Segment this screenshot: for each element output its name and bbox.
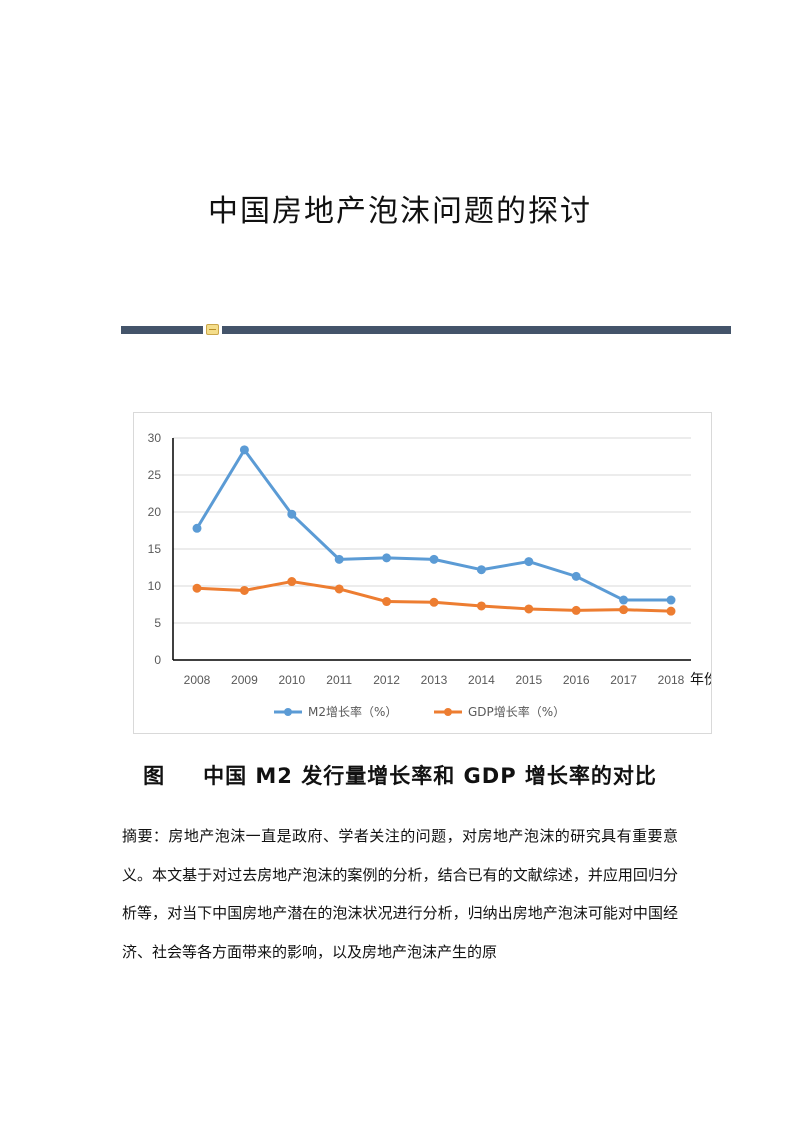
- figure-label: 图: [143, 764, 166, 788]
- series-line-m2: [195, 448, 671, 602]
- abstract: 摘要：房地产泡沫一直是政府、学者关注的问题，对房地产泡沫的研究具有重要意义。本文…: [122, 817, 678, 971]
- x-tick-label: 2012: [373, 673, 400, 687]
- x-tick-label: 2013: [421, 673, 448, 687]
- line-chart: 0 5 10 15 20 25 30 2008 2009 2010 2011 2012 2013 2014…: [148, 431, 711, 719]
- data-point-gdp: [571, 605, 581, 615]
- figure-caption: 图 中国 M2 发行量增长率和 GDP 增长率的对比: [0, 760, 800, 790]
- data-point-m2: [334, 554, 344, 564]
- data-point-gdp: [619, 605, 629, 615]
- x-tick-label: 2015: [515, 673, 542, 687]
- data-point-m2: [666, 595, 676, 605]
- data-point-m2: [571, 571, 581, 581]
- data-point-gdp: [382, 597, 392, 607]
- legend-marker: [444, 708, 452, 716]
- y-tick-label: 30: [148, 431, 162, 445]
- legend-marker: [284, 708, 292, 716]
- data-point-gdp: [192, 583, 202, 593]
- x-tick-label: 2018: [658, 673, 685, 687]
- x-tick-label: 2009: [231, 673, 258, 687]
- divider-emblem-icon: [206, 324, 219, 335]
- document-title: 中国房地产泡沫问题的探讨: [208, 194, 592, 229]
- y-tick-label: 25: [148, 468, 162, 482]
- divider-bar-left: [121, 326, 203, 334]
- y-tick-label: 0: [154, 653, 161, 667]
- title-divider: [121, 324, 731, 335]
- data-point-m2: [524, 557, 534, 567]
- y-tick-label: 10: [148, 579, 162, 593]
- data-point-m2: [192, 523, 202, 533]
- data-point-gdp: [524, 604, 534, 614]
- figure-caption-text: 中国 M2 发行量增长率和 GDP 增长率的对比: [203, 764, 657, 788]
- x-axis-suffix: 年份: [690, 672, 711, 688]
- legend-label: M2增长率（%）: [308, 704, 397, 719]
- chart-container: 0 5 10 15 20 25 30 2008 2009 2010 2011 2012 2013 2014…: [133, 412, 712, 734]
- data-point-gdp: [287, 577, 297, 587]
- data-point-gdp: [239, 585, 249, 595]
- data-point-gdp: [476, 601, 486, 611]
- legend-label: GDP增长率（%）: [468, 704, 565, 719]
- x-tick-label: 2014: [468, 673, 495, 687]
- data-point-m2: [287, 509, 297, 519]
- data-point-m2: [382, 553, 392, 563]
- data-point-gdp: [429, 597, 439, 607]
- abstract-label: 摘要：: [122, 827, 169, 845]
- x-tick-label: 2016: [563, 673, 590, 687]
- abstract-text: 房地产泡沫一直是政府、学者关注的问题，对房地产泡沫的研究具有重要意义。本文基于对…: [122, 827, 678, 961]
- data-point-m2: [239, 445, 249, 455]
- data-point-m2: [476, 565, 486, 575]
- x-tick-label: 2011: [326, 673, 352, 687]
- x-tick-label: 2008: [184, 673, 211, 687]
- divider-bar-right: [222, 326, 731, 334]
- y-tick-label: 5: [154, 616, 161, 630]
- y-tick-label: 15: [148, 542, 162, 556]
- x-tick-label: 2017: [610, 673, 637, 687]
- data-point-gdp: [334, 584, 344, 594]
- data-point-gdp: [666, 606, 676, 616]
- y-tick-label: 20: [148, 505, 162, 519]
- data-point-m2: [429, 554, 439, 564]
- x-tick-label: 2010: [278, 673, 305, 687]
- data-point-m2: [619, 595, 629, 605]
